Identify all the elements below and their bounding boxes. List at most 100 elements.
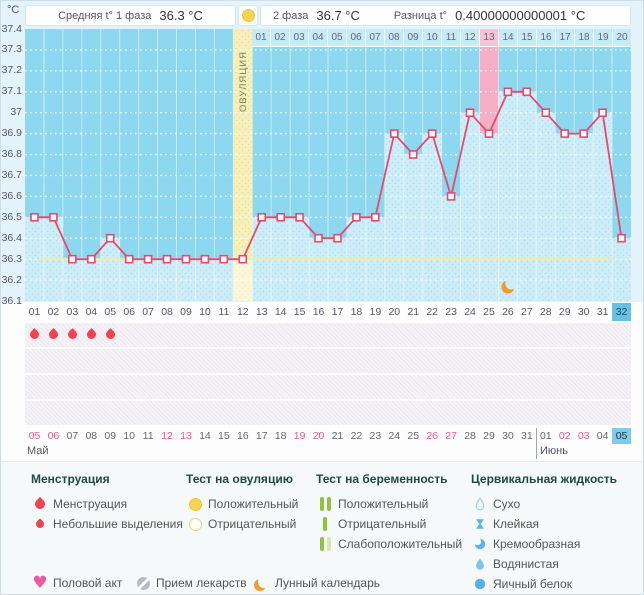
calendar-date-cell[interactable]: 31: [521, 430, 533, 442]
cycle-day-cell[interactable]: 04: [85, 306, 98, 318]
temp-marker[interactable]: [560, 129, 570, 138]
cycle-day-cell[interactable]: 13: [255, 306, 268, 318]
temp-marker[interactable]: [370, 213, 380, 222]
cycle-day-cell[interactable]: 20: [388, 306, 401, 318]
calendar-date-cell[interactable]: 28: [464, 430, 476, 442]
temp-marker[interactable]: [617, 233, 626, 243]
temp-marker[interactable]: [352, 213, 361, 222]
calendar-date-cell[interactable]: 22: [350, 430, 363, 442]
cycle-day-cell[interactable]: 16: [312, 306, 325, 318]
cycle-day-cell[interactable]: 01: [28, 306, 41, 318]
cycle-day-cell[interactable]: 02: [47, 306, 60, 318]
temp-marker[interactable]: [162, 254, 172, 264]
temp-marker[interactable]: [465, 108, 475, 117]
calendar-date-cell[interactable]: 29: [483, 430, 495, 442]
cycle-day-cell[interactable]: 22: [426, 306, 438, 318]
temp-marker[interactable]: [219, 254, 229, 264]
temp-marker[interactable]: [257, 213, 266, 222]
cycle-day-cell[interactable]: 30: [577, 306, 590, 318]
temp-marker[interactable]: [579, 129, 589, 138]
bars-two-green-icon: [316, 497, 334, 511]
calendar-date-cell[interactable]: 20: [312, 430, 325, 442]
calendar-date-cell[interactable]: 08: [85, 430, 98, 442]
calendar-date-cell[interactable]: 01: [539, 430, 552, 442]
cycle-day-cell[interactable]: 07: [142, 306, 154, 318]
temp-marker[interactable]: [143, 254, 153, 264]
temp-marker[interactable]: [503, 87, 513, 97]
temp-marker[interactable]: [598, 108, 607, 117]
cycle-day-cell[interactable]: 09: [180, 306, 192, 318]
calendar-date-cell-current[interactable]: 05: [612, 428, 631, 444]
calendar-date-cell[interactable]: 25: [407, 430, 420, 442]
temp-marker[interactable]: [49, 213, 58, 222]
cycle-day-cell[interactable]: 23: [445, 306, 457, 318]
cycle-day-cell[interactable]: 19: [369, 306, 382, 318]
calendar-date-cell[interactable]: 14: [199, 430, 211, 442]
calendar-date-cell[interactable]: 24: [388, 430, 401, 442]
temp-marker[interactable]: [389, 129, 399, 138]
calendar-date-cell[interactable]: 30: [502, 430, 514, 442]
temp-marker[interactable]: [200, 254, 210, 264]
temp-marker[interactable]: [408, 150, 418, 159]
temp-marker[interactable]: [446, 192, 456, 201]
calendar-date-cell[interactable]: 26: [426, 430, 438, 442]
temp-marker[interactable]: [105, 233, 115, 243]
temp-marker[interactable]: [67, 254, 77, 264]
temp-marker[interactable]: [238, 254, 248, 264]
temp-marker[interactable]: [541, 108, 551, 117]
calendar-date-cell[interactable]: 05: [28, 430, 41, 442]
calendar-date-cell[interactable]: 23: [369, 430, 382, 442]
calendar-date-cell[interactable]: 11: [142, 430, 154, 442]
cycle-day-cell[interactable]: 08: [161, 306, 173, 318]
cycle-day-cell[interactable]: 12: [236, 306, 249, 318]
cycle-day-cell[interactable]: 06: [123, 306, 135, 318]
cycle-day-cell[interactable]: 21: [407, 306, 420, 318]
cycle-day-cell[interactable]: 29: [558, 306, 571, 318]
calendar-date-cell[interactable]: 27: [445, 430, 457, 442]
calendar-date-cell[interactable]: 10: [123, 430, 135, 442]
cycle-day-cell[interactable]: 31: [596, 306, 609, 318]
temp-marker[interactable]: [30, 213, 39, 222]
cycle-day-cell[interactable]: 11: [218, 306, 230, 318]
calendar-date-cell[interactable]: 17: [255, 430, 268, 442]
temp-marker[interactable]: [333, 233, 342, 243]
cycle-day-cell[interactable]: 32: [612, 303, 631, 321]
cycle-day-cell[interactable]: 25: [483, 306, 495, 318]
cycle-day-cell[interactable]: 27: [521, 306, 533, 318]
temp-marker[interactable]: [181, 254, 191, 264]
calendar-date-cell[interactable]: 09: [104, 430, 117, 442]
calendar-date-cell[interactable]: 04: [596, 430, 609, 442]
calendar-date-cell[interactable]: 19: [293, 430, 306, 442]
cycle-day-cell[interactable]: 24: [464, 306, 476, 318]
temp-marker[interactable]: [427, 129, 437, 138]
cycle-day-cell[interactable]: 17: [331, 306, 344, 318]
cycle-day-cell[interactable]: 28: [539, 306, 552, 318]
calendar-date-cell[interactable]: 03: [577, 430, 590, 442]
temp-marker[interactable]: [522, 87, 532, 97]
cycle-day-row: 01 02 03 04 05 06 07 08 09 10 11 12 13 14 15 16 17 18 19 20…: [25, 303, 631, 321]
calendar-date-cell[interactable]: 13: [180, 430, 192, 442]
calendar-date-cell[interactable]: 16: [236, 430, 249, 442]
temp-marker[interactable]: [295, 213, 304, 222]
temp-marker[interactable]: [86, 254, 96, 264]
calendar-date-cell[interactable]: 21: [331, 430, 344, 442]
legend-item: Отрицательный: [186, 514, 298, 534]
cycle-day-cell[interactable]: 03: [66, 306, 79, 318]
calendar-date-cell[interactable]: 07: [66, 430, 79, 442]
cycle-day-cell[interactable]: 05: [104, 306, 117, 318]
temp-marker[interactable]: [124, 254, 134, 264]
calendar-date-cell[interactable]: 02: [558, 430, 571, 442]
cycle-day-cell[interactable]: 10: [199, 306, 211, 318]
calendar-date-cell[interactable]: 06: [47, 430, 60, 442]
temp-marker[interactable]: [276, 213, 285, 222]
temp-marker[interactable]: [314, 233, 323, 243]
temp-marker[interactable]: [484, 129, 494, 138]
cycle-day-cell[interactable]: 18: [350, 306, 363, 318]
calendar-date-cell[interactable]: 18: [274, 430, 287, 442]
legend-section-title: Менструация: [31, 472, 110, 486]
cycle-day-cell[interactable]: 26: [502, 306, 514, 318]
calendar-date-cell[interactable]: 12: [161, 430, 173, 442]
cycle-day-cell[interactable]: 15: [293, 306, 306, 318]
cycle-day-cell[interactable]: 14: [274, 306, 287, 318]
calendar-date-cell[interactable]: 15: [218, 430, 230, 442]
